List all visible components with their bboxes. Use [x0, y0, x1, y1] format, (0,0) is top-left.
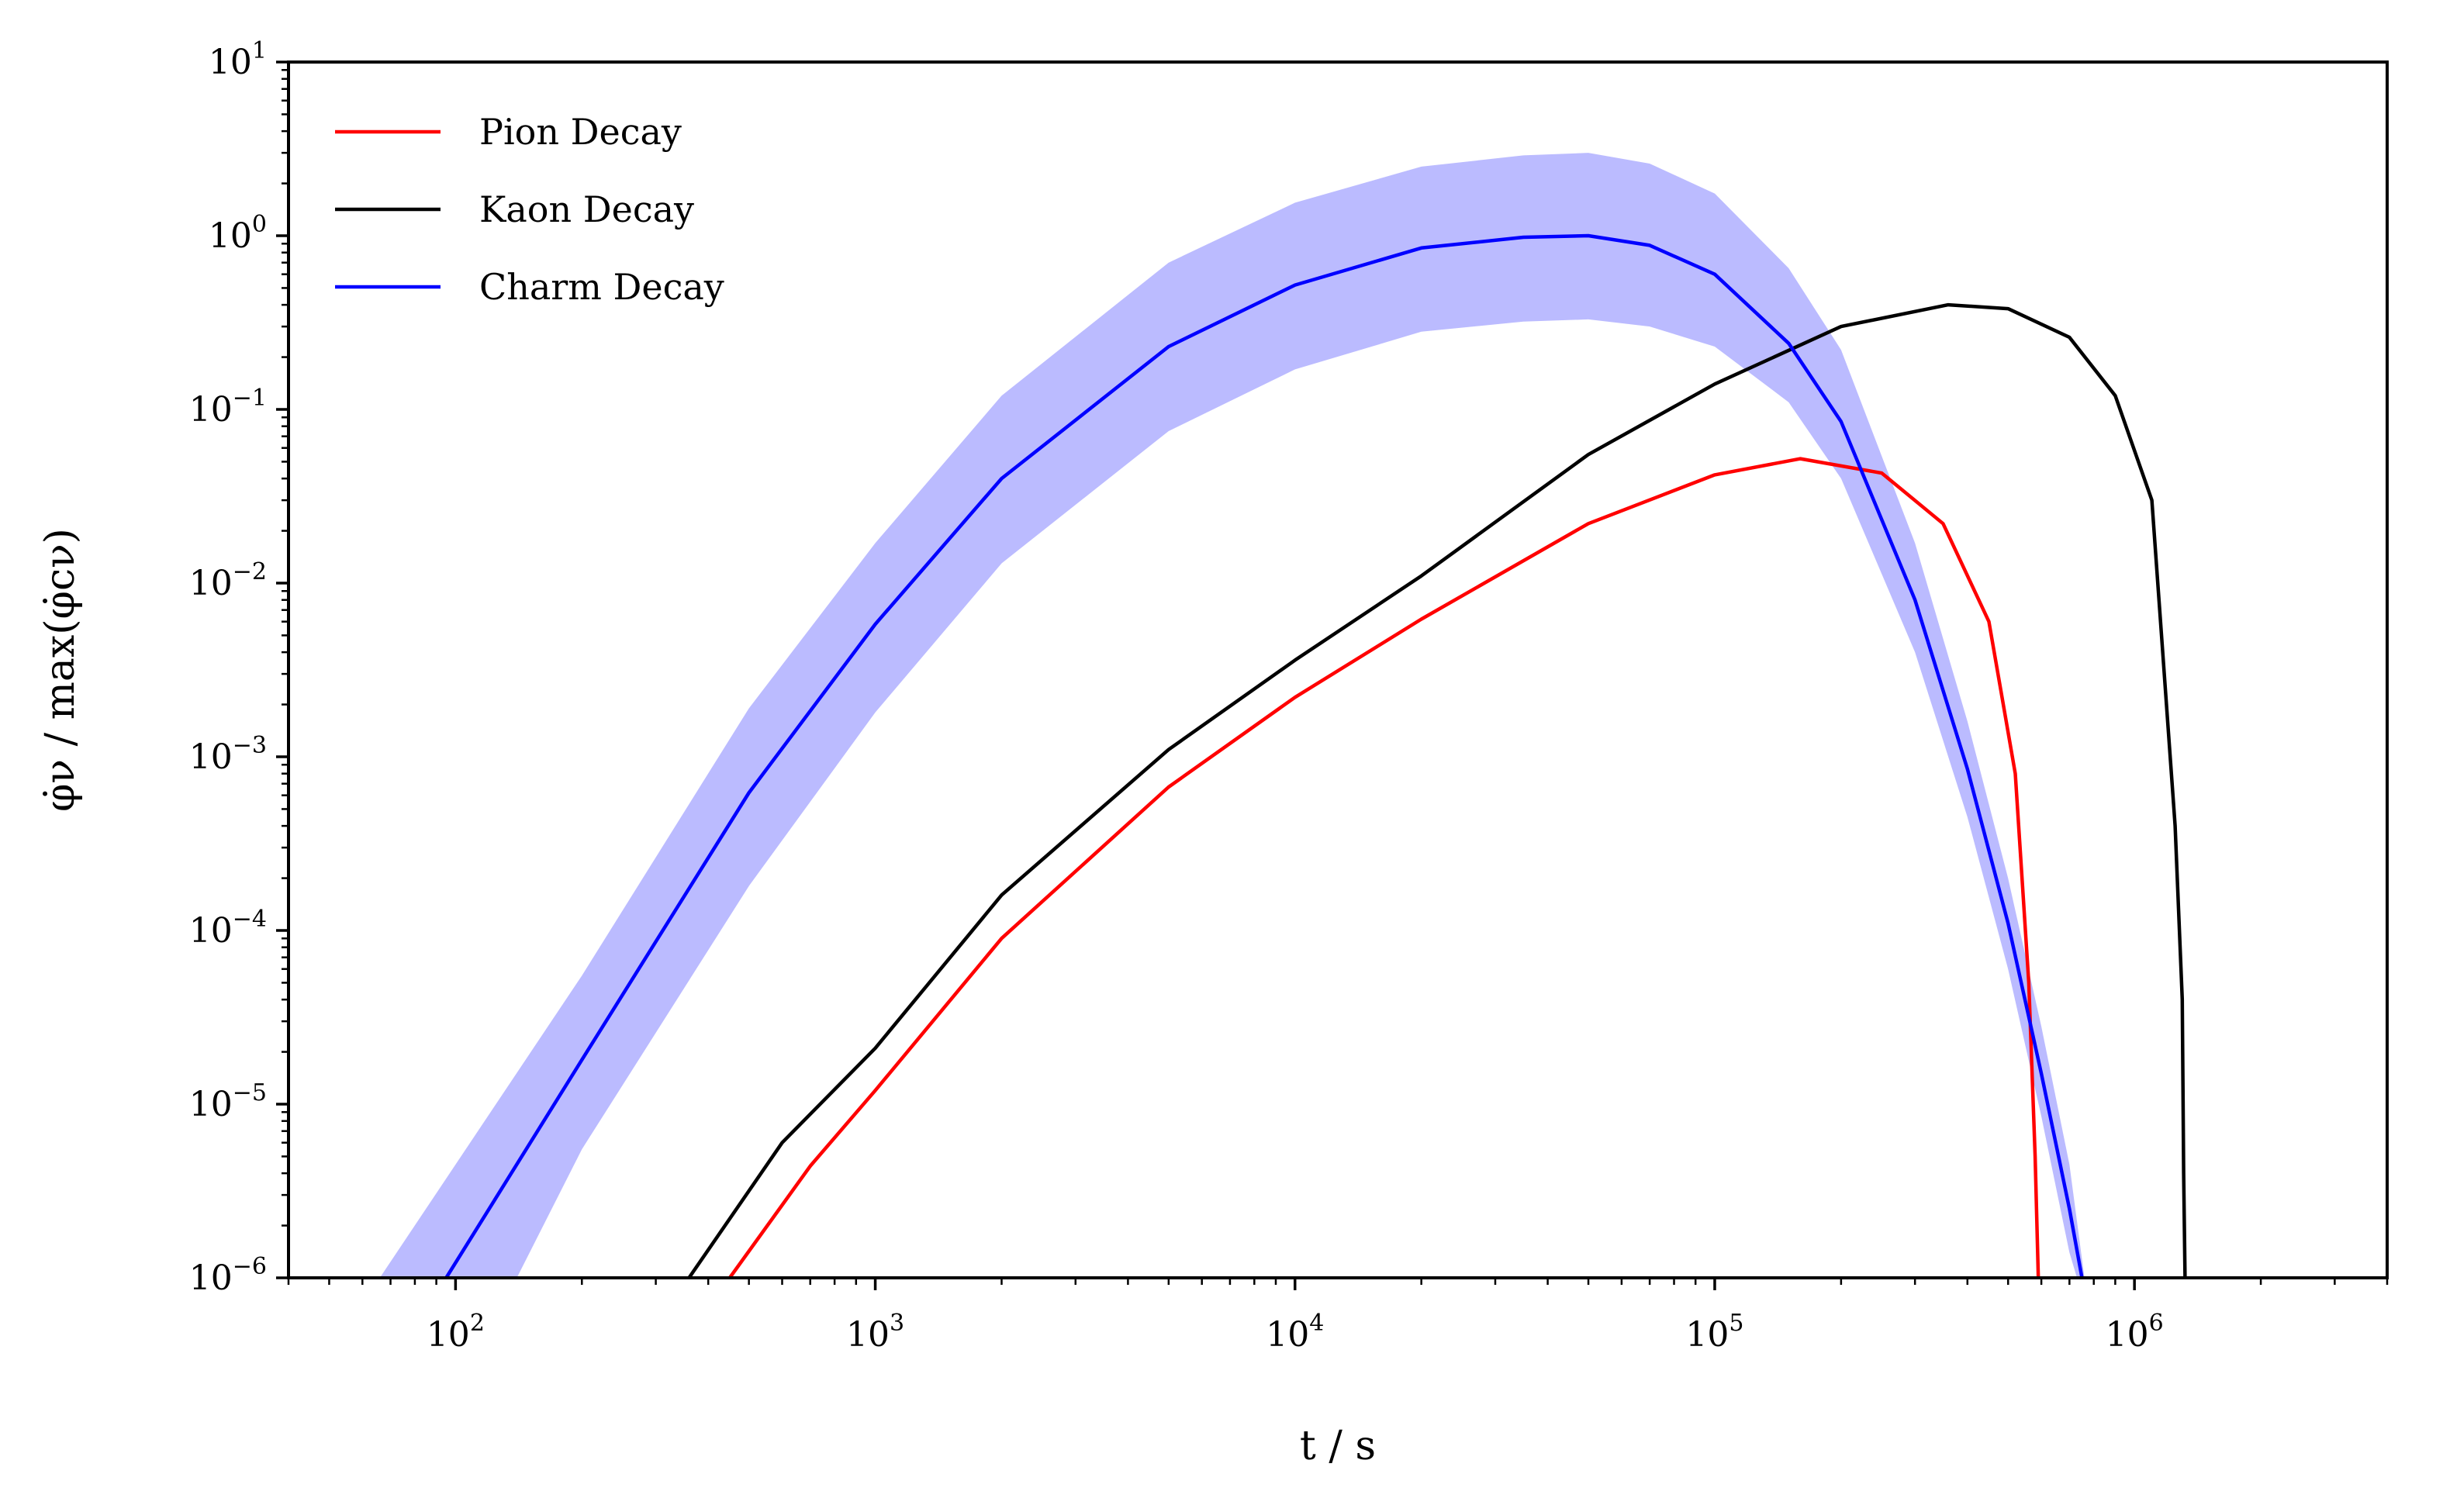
legend-label: Pion Decay	[479, 111, 682, 153]
y-tick-label: 10−4	[189, 906, 267, 951]
legend-label: Kaon Decay	[479, 188, 694, 230]
series-line-kaon-decay	[687, 302, 2187, 1278]
axis-ticks: 102 103 104 105 106 101 100 10−1 10−2 10−3 10−4 10−…	[189, 37, 2389, 1355]
plot-area	[379, 153, 2187, 1278]
y-axis-label: φ̇ν / max(φ̇cν)	[37, 528, 84, 812]
y-tick-label: 10−2	[189, 558, 267, 603]
legend: Pion Decay Kaon Decay Charm Decay	[335, 111, 724, 308]
x-tick-label: 103	[846, 1310, 904, 1355]
y-tick-label: 10−5	[189, 1079, 267, 1124]
y-tick-label: 10−3	[189, 732, 267, 777]
series-line-charm-decay	[444, 233, 2084, 1278]
y-tick-label: 100	[209, 211, 267, 256]
axes-frame	[287, 60, 2389, 1279]
y-tick-label: 10−6	[189, 1253, 267, 1298]
x-axis-label: t / s	[1300, 1423, 1376, 1469]
y-tick-label: 101	[209, 37, 267, 82]
x-tick-label: 106	[2106, 1310, 2164, 1355]
x-tick-label: 104	[1266, 1310, 1324, 1355]
uncertainty-band	[379, 153, 2085, 1278]
x-tick-label: 105	[1685, 1310, 1743, 1355]
y-tick-label: 10−1	[189, 385, 267, 430]
x-tick-label: 102	[427, 1310, 485, 1355]
series-line-pion-decay	[728, 457, 2040, 1278]
legend-label: Charm Decay	[479, 266, 724, 308]
